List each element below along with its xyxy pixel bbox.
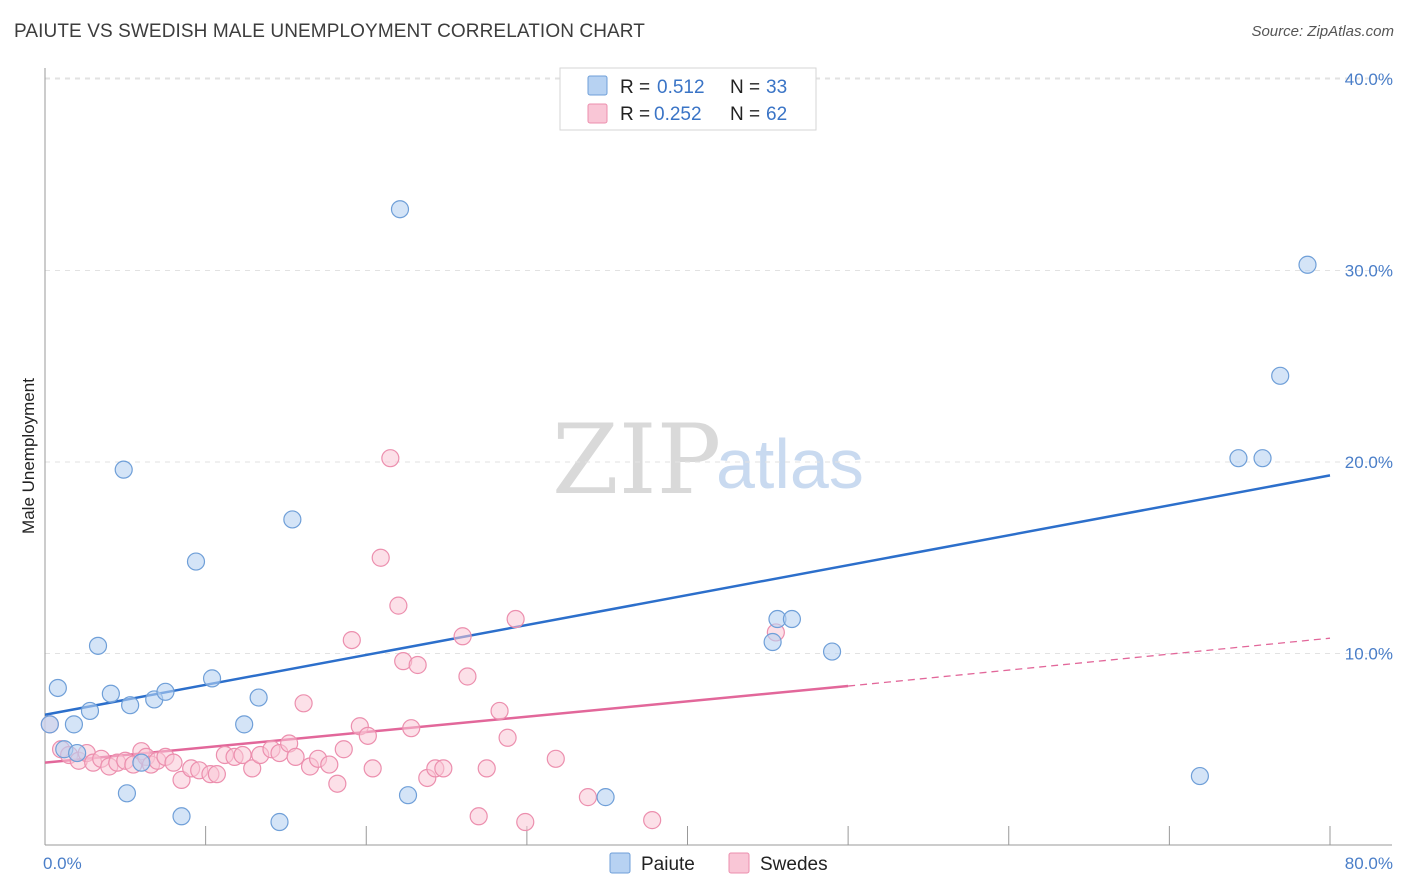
legend-r-value-swedes: 0.252 (654, 104, 702, 125)
paiute-point (782, 609, 802, 629)
swedes-point (506, 609, 525, 629)
swedes-point (434, 759, 453, 778)
swedes-point (643, 811, 662, 830)
legend: R = 0.512 N = 33 R = 0.252 N = 62 (559, 67, 817, 131)
paiute-point (48, 678, 67, 698)
paiute-point (117, 784, 137, 803)
swedes-point (334, 740, 353, 759)
bottom-legend-swatch-paiute (609, 852, 631, 874)
bottom-legend-label-paiute: Paiute (641, 854, 695, 875)
swedes-point (328, 774, 347, 793)
legend-n-value-paiute: 33 (766, 77, 787, 98)
paiute-point (40, 715, 59, 734)
trend-lines (44, 474, 1331, 764)
swedes-trendline (44, 684, 849, 764)
swedes-point (578, 788, 598, 807)
bottom-legend-label-swedes: Swedes (760, 854, 828, 875)
paiute-point (1190, 766, 1209, 786)
grid-lines (45, 77, 1392, 654)
y-tick-label: 20.0% (1345, 453, 1393, 472)
paiute-point (763, 632, 782, 652)
watermark-zip: ZIP (552, 404, 721, 516)
y-axis-label: Male Unemployment (19, 378, 38, 534)
paiute-point (68, 743, 87, 763)
swedes-point (458, 667, 477, 686)
legend-r-label-paiute: R = (620, 77, 650, 98)
swedes-point (371, 548, 390, 567)
paiute-trendline (44, 474, 1331, 717)
y-tick-label: 10.0% (1345, 645, 1393, 664)
swedes-point (408, 655, 427, 675)
x-tick-label-min: 0.0% (43, 854, 82, 873)
paiute-points (40, 200, 1317, 832)
paiute-point (101, 684, 120, 703)
paiute-point (202, 669, 222, 688)
swedes-point (516, 812, 535, 832)
paiute-point (270, 812, 289, 832)
x-ticks (44, 826, 1331, 845)
paiute-point (80, 701, 100, 721)
swedes-point (294, 694, 313, 713)
swedes-point (164, 753, 183, 772)
swedes-point (453, 627, 472, 646)
paiute-point (235, 715, 254, 734)
source-label: Source: ZipAtlas.com (1251, 23, 1394, 40)
swedes-point (498, 728, 517, 747)
y-tick-label: 40.0% (1345, 70, 1393, 89)
swedes-point (389, 596, 408, 615)
swedes-point (320, 755, 339, 774)
swedes-point (363, 759, 382, 778)
swedes-trendline-extension (848, 637, 1331, 687)
swedes-point (490, 701, 509, 721)
paiute-point (390, 200, 410, 219)
paiute-point (1229, 449, 1248, 468)
swedes-point (233, 745, 252, 765)
swedes-point (381, 449, 400, 468)
axes (44, 68, 1392, 846)
paiute-point (1271, 366, 1290, 385)
paiute-point (114, 460, 133, 479)
swedes-point (286, 747, 305, 767)
paiute-point (172, 807, 191, 826)
paiute-point (186, 552, 206, 571)
y-tick-label: 30.0% (1345, 262, 1393, 281)
paiute-point (822, 642, 842, 661)
paiute-point (88, 636, 108, 655)
legend-n-value-swedes: 62 (766, 104, 787, 125)
legend-r-value-paiute: 0.512 (657, 77, 705, 98)
bottom-legend: Paiute Swedes (609, 852, 828, 875)
y-tick-labels: 10.0% 20.0% 30.0% 40.0% (1345, 70, 1393, 664)
swedes-point (477, 759, 496, 778)
swedes-point (358, 726, 377, 745)
swedes-point (402, 719, 421, 738)
legend-n-label-swedes: N = (730, 104, 760, 125)
swedes-point (546, 749, 565, 768)
paiute-point (283, 510, 302, 529)
paiute-point (1298, 255, 1317, 274)
swedes-point (207, 765, 226, 784)
paiute-point (64, 715, 84, 734)
paiute-point (596, 788, 615, 807)
swedes-point (342, 630, 361, 650)
legend-n-label-paiute: N = (730, 77, 760, 98)
paiute-point (398, 786, 418, 805)
chart-title: PAIUTE VS SWEDISH MALE UNEMPLOYMENT CORR… (14, 21, 645, 42)
legend-r-label-swedes: R = (620, 104, 650, 125)
swedes-point (469, 807, 488, 826)
swedes-point (243, 759, 262, 778)
paiute-point (121, 696, 140, 715)
bottom-legend-swatch-swedes (728, 852, 750, 874)
paiute-point (132, 753, 151, 772)
legend-swatch-paiute (587, 75, 608, 96)
watermark-atlas: atlas (716, 425, 864, 503)
paiute-point (249, 688, 268, 707)
x-tick-label-max: 80.0% (1345, 854, 1393, 873)
paiute-point (1253, 449, 1272, 468)
legend-swatch-swedes (587, 103, 608, 124)
paiute-point (156, 682, 175, 701)
